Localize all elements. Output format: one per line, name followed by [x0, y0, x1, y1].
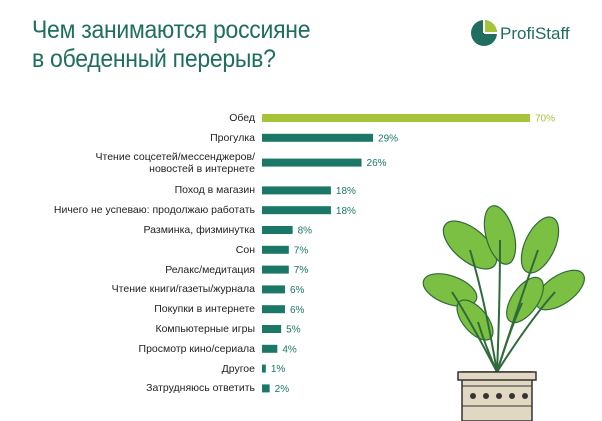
- value-label: 18%: [336, 206, 356, 217]
- bar: [262, 305, 285, 314]
- category-label: Обед: [229, 112, 255, 124]
- category-label: Компьютерные игры: [155, 323, 255, 335]
- chart-title: Чем занимаются россияне в обеденный пере…: [32, 16, 311, 73]
- value-label: 70%: [535, 114, 555, 125]
- value-label: 1%: [271, 364, 286, 375]
- category-label: Чтение соцсетей/мессенджеров/ новостей в…: [95, 150, 255, 175]
- logo-text: ProfiStaff: [500, 24, 570, 43]
- value-label: 26%: [367, 158, 387, 169]
- bar: [262, 285, 285, 294]
- bar: [262, 206, 331, 215]
- category-label: Поход в магазин: [174, 184, 255, 197]
- plant-illustration: [422, 205, 585, 421]
- category-label: Покупки в интернете: [154, 303, 255, 316]
- category-label: Ничего не успеваю: продолжаю работать: [53, 204, 255, 217]
- value-label: 6%: [290, 305, 305, 316]
- category-label: Разминка, физминутка: [143, 224, 256, 236]
- logo-icon: [471, 20, 497, 46]
- value-label: 18%: [336, 186, 356, 197]
- category-label: Просмотр кино/сериала: [138, 342, 255, 355]
- value-label: 8%: [298, 226, 313, 237]
- value-label: 5%: [286, 325, 301, 336]
- bar: [262, 344, 278, 353]
- category-label: Другое: [221, 362, 255, 375]
- category-label: Прогулка: [210, 131, 255, 144]
- bar: [262, 133, 374, 142]
- value-label: 7%: [294, 265, 309, 276]
- bar: [262, 186, 331, 195]
- bar: [262, 384, 270, 393]
- value-label: 2%: [275, 384, 290, 395]
- value-label: 29%: [378, 133, 398, 144]
- category-label: Сон: [235, 243, 255, 256]
- bar: [262, 265, 289, 274]
- value-label: 6%: [290, 285, 305, 296]
- category-label: Релакс/медитация: [165, 263, 255, 276]
- bar: [262, 364, 266, 373]
- value-label: 4%: [282, 344, 297, 355]
- bar: [262, 226, 293, 234]
- bar: [262, 245, 289, 254]
- value-label: 7%: [294, 245, 309, 256]
- bar: [262, 325, 282, 333]
- category-label: Затрудняюсь ответить: [146, 382, 255, 395]
- bar: [262, 114, 530, 122]
- category-label: Чтение книги/газеты/журнала: [111, 283, 255, 296]
- bar: [262, 158, 362, 167]
